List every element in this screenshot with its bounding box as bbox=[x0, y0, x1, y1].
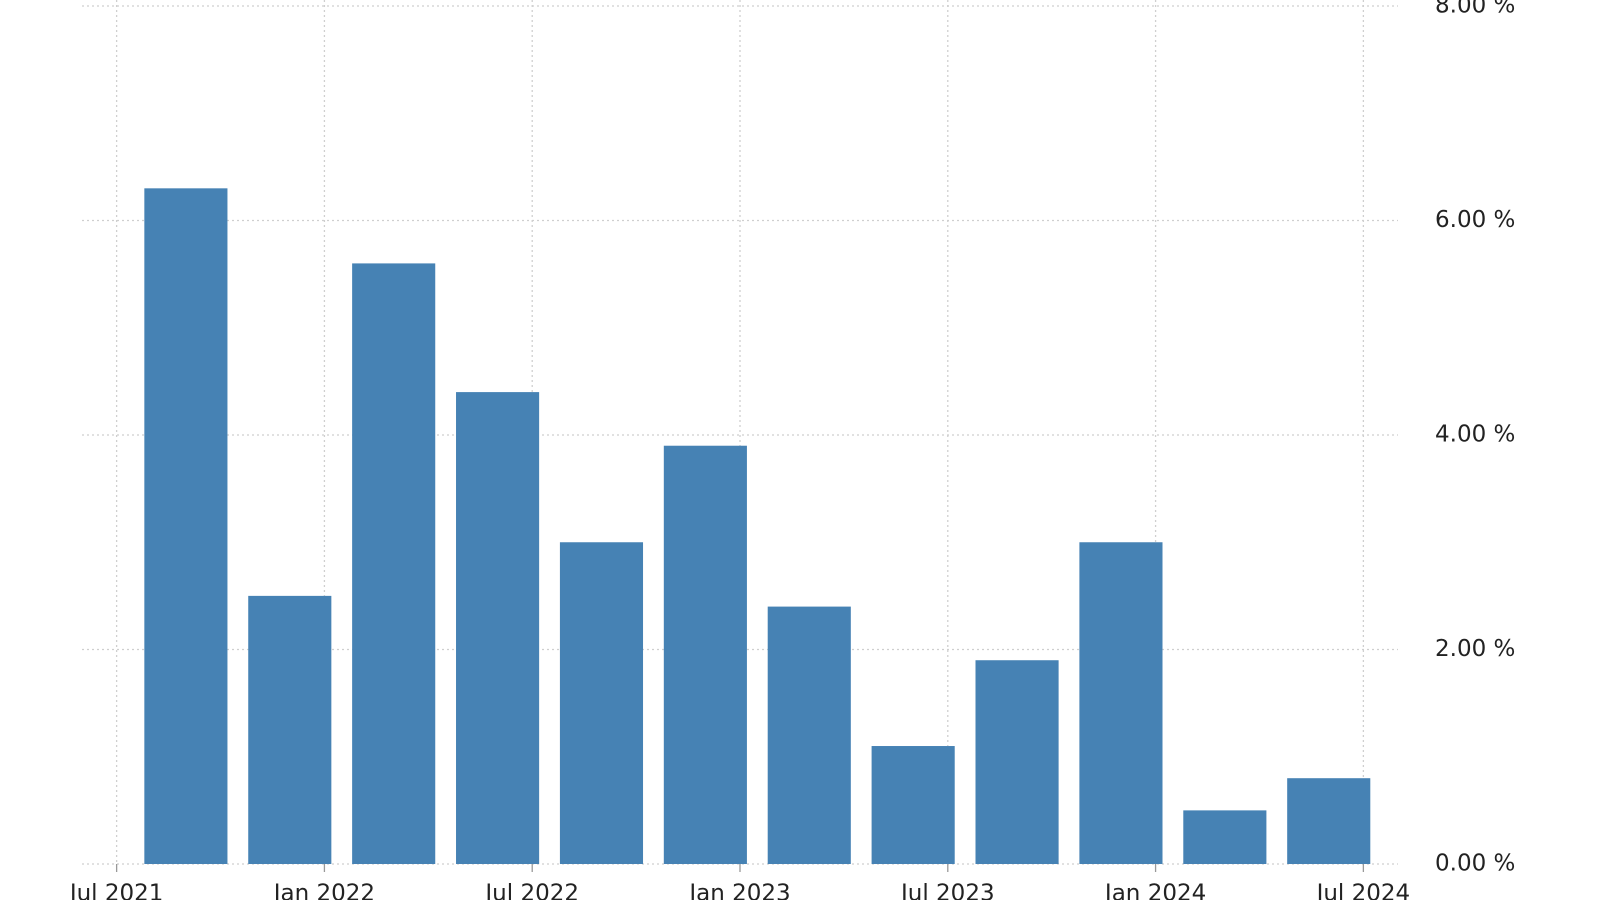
bar bbox=[871, 746, 955, 864]
bar bbox=[975, 660, 1059, 864]
bar bbox=[559, 542, 644, 864]
bar bbox=[352, 263, 436, 864]
bar bbox=[1183, 810, 1267, 864]
x-tick-label: Jan 2023 bbox=[687, 881, 790, 900]
bar bbox=[456, 392, 540, 864]
y-tick-label: 0.00 % bbox=[1435, 851, 1515, 877]
x-tick-label: Jan 2024 bbox=[1103, 881, 1206, 900]
bar bbox=[1287, 778, 1371, 864]
y-tick-label: 6.00 % bbox=[1435, 207, 1515, 233]
bar bbox=[663, 445, 747, 864]
x-tick-label: Jan 2022 bbox=[272, 881, 375, 900]
y-tick-label: 4.00 % bbox=[1435, 422, 1515, 448]
x-tick-label: Jul 2023 bbox=[899, 881, 995, 900]
x-tick-label: Jul 2024 bbox=[1315, 881, 1411, 900]
x-tick-label: Jul 2021 bbox=[68, 881, 164, 900]
bar bbox=[144, 188, 228, 864]
y-tick-label: 2.00 % bbox=[1435, 636, 1515, 662]
y-tick-label: 8.00 % bbox=[1435, 0, 1515, 19]
bar bbox=[248, 595, 332, 864]
bar bbox=[767, 606, 851, 864]
bar bbox=[1079, 542, 1163, 864]
x-tick-label: Jul 2022 bbox=[483, 881, 579, 900]
